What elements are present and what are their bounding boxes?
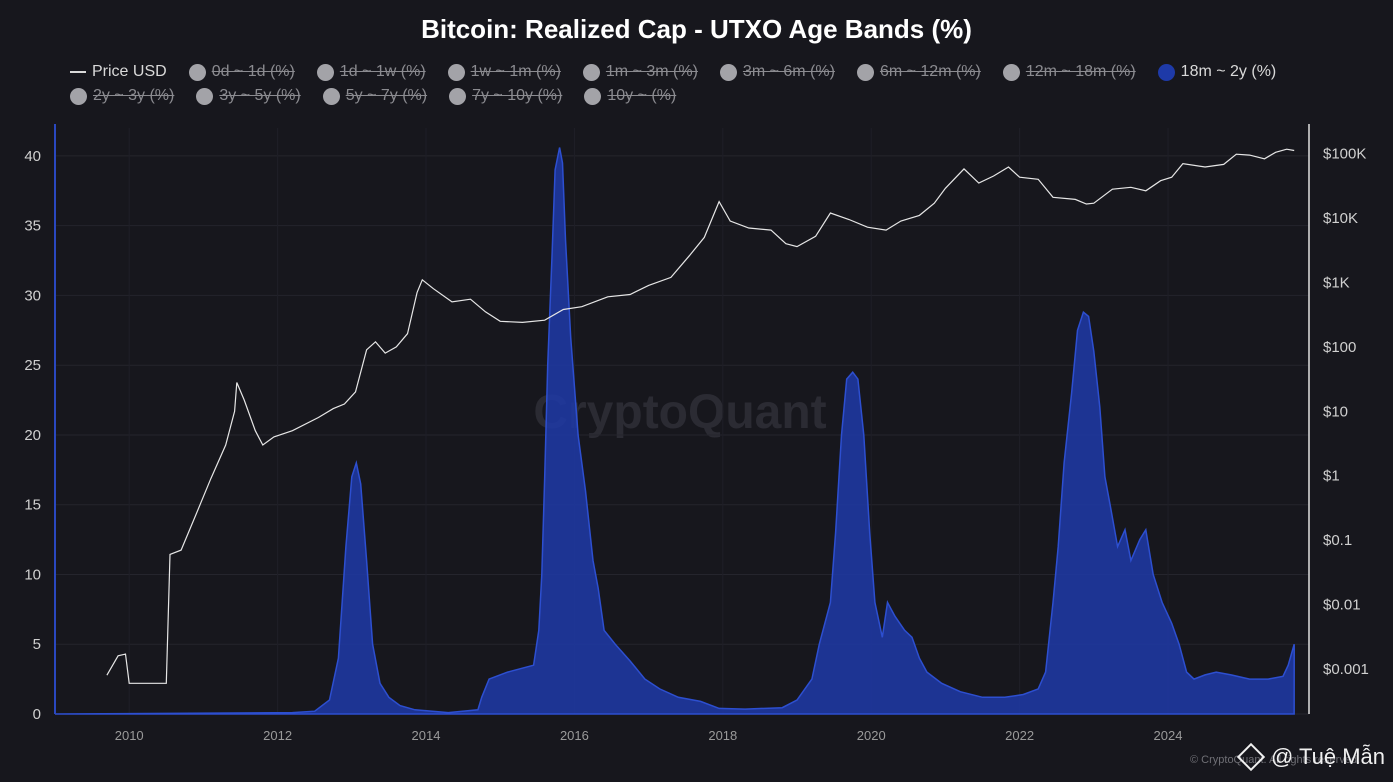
right-tick-label: $0.001	[1323, 661, 1369, 678]
legend-label: 7y ~ 10y (%)	[472, 87, 563, 104]
left-tick-label: 35	[24, 218, 41, 235]
x-tick-label: 2014	[412, 728, 441, 743]
dot-symbol-icon	[316, 63, 334, 81]
logo-diamond-icon	[1236, 742, 1266, 772]
legend-label: 0d ~ 1d (%)	[211, 63, 295, 80]
dot-symbol-icon	[584, 87, 602, 105]
x-tick-label: 2020	[857, 728, 886, 743]
dot-symbol-icon	[196, 87, 214, 105]
left-tick-label: 40	[24, 148, 41, 165]
dot-symbol-icon	[70, 87, 87, 105]
price-series	[106, 148, 1295, 684]
chart-title: Bitcoin: Realized Cap - UTXO Age Bands (…	[421, 14, 972, 44]
x-tick-label: 2012	[263, 728, 292, 743]
left-tick-label: 20	[24, 427, 41, 444]
legend-label: 1d ~ 1w (%)	[339, 63, 426, 80]
legend-label: 1w ~ 1m (%)	[470, 63, 561, 80]
legend-item[interactable]: 5y ~ 7y (%)	[322, 87, 428, 105]
x-tick-label: 2016	[560, 728, 589, 743]
right-axis-ticks: $0.001 $0.01 $0.1 $1 $10 $100 $1K $10K $100K	[1323, 146, 1369, 678]
legend-item[interactable]: 10y ~ (%)	[584, 87, 676, 105]
left-tick-label: 0	[33, 706, 41, 723]
dot-symbol-icon	[447, 63, 465, 81]
legend-label: 6m ~ 12m (%)	[879, 63, 981, 80]
legend-item[interactable]: 3y ~ 5y (%)	[196, 87, 301, 105]
left-tick-label: 25	[24, 357, 41, 374]
author-name: @ Tuệ Mẫn	[1270, 744, 1385, 769]
legend-label: 3y ~ 5y (%)	[219, 87, 301, 104]
legend-row: Price USD 0d ~ 1d (%) 1d ~ 1w (%) 1w ~ 1m (…	[70, 60, 1370, 84]
right-tick-label: $100	[1323, 339, 1356, 356]
legend-label: 10y ~ (%)	[607, 87, 677, 104]
dot-symbol-icon	[582, 63, 600, 81]
x-tick-label: 2018	[708, 728, 737, 743]
x-axis-ticks: 2010 2012 2014 2016 2018 2020 2022 2024	[115, 728, 1183, 743]
legend-item[interactable]: 12m ~ 18m (%)	[1002, 63, 1136, 81]
dot-symbol-icon	[719, 63, 737, 81]
x-tick-label: 2024	[1154, 728, 1183, 743]
right-tick-label: $0.1	[1323, 532, 1352, 549]
right-tick-label: $1	[1323, 468, 1340, 485]
legend-label: 5y ~ 7y (%)	[345, 87, 428, 104]
legend-label: 1m ~ 3m (%)	[605, 63, 698, 80]
copyright-text: © CryptoQuant. All rights reserved.	[1190, 754, 1361, 766]
line-symbol-icon	[70, 71, 86, 73]
legend-label: 2y ~ 3y (%)	[93, 87, 175, 104]
right-tick-label: $100K	[1323, 146, 1366, 163]
dot-symbol-icon	[1002, 63, 1020, 81]
legend-row: 2y ~ 3y (%) 3y ~ 5y (%) 5y ~ 7y (%) 7y ~ 10…	[70, 84, 1370, 108]
right-tick-label: $1K	[1323, 274, 1350, 291]
dot-symbol-icon	[856, 63, 874, 81]
area-18m-2y	[54, 147, 1295, 715]
legend: Price USD 0d ~ 1d (%) 1d ~ 1w (%) 1w ~ 1m (…	[70, 60, 1370, 108]
dot-symbol-icon	[322, 87, 340, 105]
left-tick-label: 5	[33, 636, 41, 653]
right-tick-label: $10	[1323, 403, 1348, 420]
dot-symbol-icon	[1157, 63, 1175, 81]
legend-item[interactable]: 6m ~ 12m (%)	[856, 63, 981, 81]
legend-item[interactable]: 0d ~ 1d (%)	[188, 63, 295, 81]
dot-symbol-icon	[188, 63, 206, 81]
legend-label: 18m ~ 2y (%)	[1180, 63, 1277, 80]
right-tick-label: $0.01	[1323, 597, 1361, 614]
left-axis-ticks: 0 5 10 15 20 25 30 35 40	[24, 148, 41, 723]
left-tick-label: 15	[24, 497, 41, 514]
price-usd-line	[106, 148, 1295, 684]
legend-item[interactable]: 1m ~ 3m (%)	[582, 63, 698, 81]
axes	[54, 124, 1310, 714]
legend-label: Price USD	[92, 63, 167, 80]
legend-item[interactable]: 1w ~ 1m (%)	[447, 63, 561, 81]
left-tick-label: 30	[24, 287, 41, 304]
x-tick-label: 2010	[115, 728, 144, 743]
right-tick-label: $10K	[1323, 210, 1358, 227]
watermark: CryptoQuant	[533, 386, 826, 439]
legend-item[interactable]: 7y ~ 10y (%)	[449, 87, 562, 105]
legend-item[interactable]: 3m ~ 6m (%)	[719, 63, 835, 81]
author-credit: @ Tuệ Mẫn	[1236, 742, 1385, 772]
left-tick-label: 10	[24, 566, 41, 583]
legend-item[interactable]: 1d ~ 1w (%)	[316, 63, 426, 81]
legend-item[interactable]: Price USD	[70, 63, 167, 81]
legend-item[interactable]: 18m ~ 2y (%)	[1157, 63, 1277, 81]
dot-symbol-icon	[449, 87, 467, 105]
legend-item[interactable]: 2y ~ 3y (%)	[70, 87, 174, 105]
legend-label: 12m ~ 18m (%)	[1025, 63, 1136, 80]
x-tick-label: 2022	[1005, 728, 1034, 743]
area-series	[54, 147, 1295, 715]
legend-label: 3m ~ 6m (%)	[742, 63, 835, 80]
